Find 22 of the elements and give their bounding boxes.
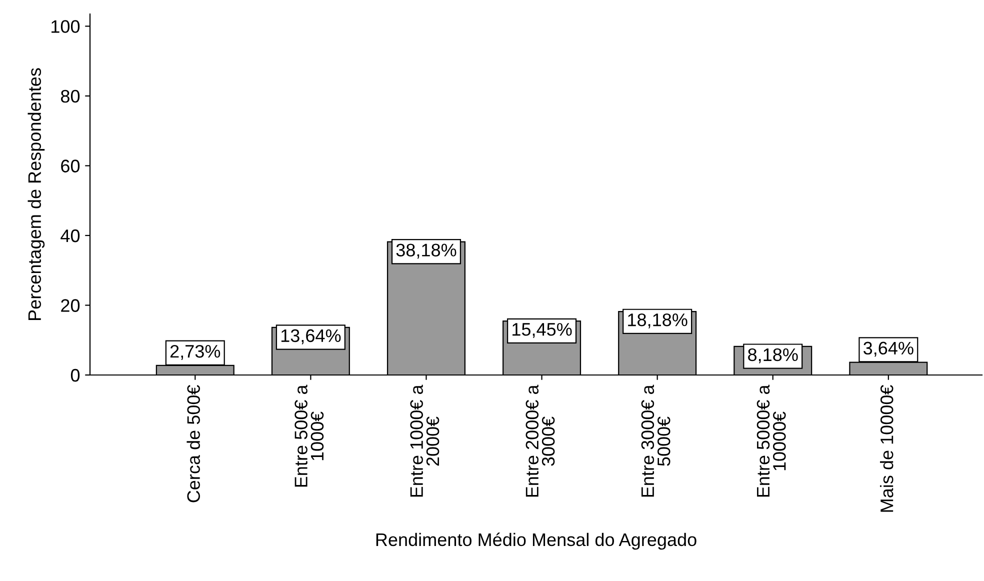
x-tick-label: Entre 5000€ a 10000€ <box>756 384 786 497</box>
data-label: 3,64% <box>864 342 914 357</box>
x-tick-label: Cerca de 500€ <box>186 384 200 502</box>
data-label: 15,45% <box>512 323 572 338</box>
y-tick-label: 60 <box>61 160 80 172</box>
x-tick-label: Entre 2000€ a 3000€ <box>526 384 555 497</box>
y-tick-label: 100 <box>52 20 80 33</box>
data-label: 18,18% <box>628 313 688 328</box>
x-tick-label: Entre 500€ a 1000€ <box>294 384 324 487</box>
x-axis-title: Rendimento Médio Mensal do Agregado <box>376 532 696 550</box>
data-label: 13,64% <box>281 329 341 344</box>
x-tick-label: Entre 3000€ a 5000€ <box>641 384 670 497</box>
y-tick-label: 0 <box>70 368 80 382</box>
x-tick-label: Mais de 10000€ <box>880 384 894 512</box>
y-tick-label: 40 <box>60 229 80 242</box>
y-tick-label: 20 <box>61 299 80 312</box>
data-label: 8,18% <box>748 348 798 364</box>
data-label: 38,18% <box>396 244 456 259</box>
data-label: 2,73% <box>170 344 220 360</box>
y-tick-label: 80 <box>60 90 80 103</box>
x-tick-label: Entre 1000€ a 2000€ <box>410 384 440 497</box>
y-axis-title: Percentagem de Respondentes <box>28 68 45 320</box>
